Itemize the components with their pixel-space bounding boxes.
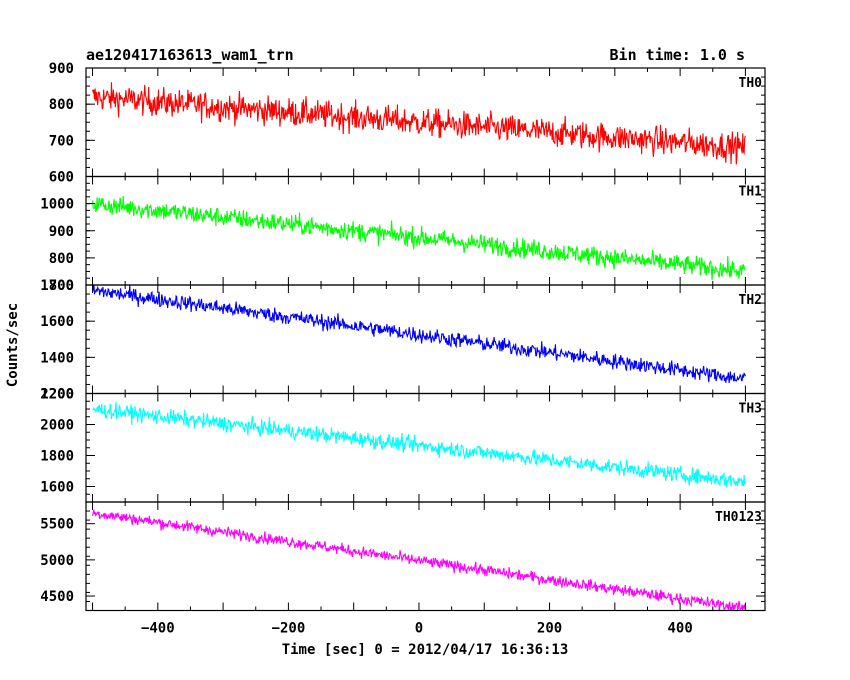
y-tick-label: 1400	[40, 350, 74, 366]
y-tick-label: 700	[49, 278, 74, 294]
y-tick-label: 600	[49, 170, 74, 186]
x-tick-label: −400	[141, 621, 175, 637]
x-tick-label: −200	[272, 621, 306, 637]
panel-th0123: 4500 5000 5500 TH0123	[40, 501, 766, 612]
x-axis-label: Time [sec] 0 = 2012/04/17 16:36:13	[282, 642, 569, 658]
panel-label-th0123: TH0123	[715, 510, 762, 525]
y-tick-label: 1200	[40, 387, 74, 403]
panel-th3: 1600 1800 2000 2200 TH3	[40, 387, 766, 503]
panel-label-th0: TH0	[739, 76, 763, 91]
y-tick-label: 900	[49, 61, 74, 77]
x-tick-label: 400	[667, 621, 692, 637]
panel-label-th3: TH3	[739, 402, 762, 417]
series-line-th0123	[91, 509, 746, 611]
panel-frame	[85, 175, 766, 286]
y-tick-label: 5000	[40, 553, 74, 569]
y-tick-label: 800	[49, 251, 74, 267]
y-axis-label: Counts/sec	[5, 303, 21, 387]
y-tick-label: 2000	[40, 418, 74, 434]
y-tick-label: 5500	[40, 517, 74, 533]
y-tick-label: 700	[49, 133, 74, 149]
series-line-th1	[91, 195, 746, 281]
y-tick-label: 800	[49, 97, 74, 113]
bin-time-label: Bin time: 1.0 s	[610, 46, 745, 64]
chart-title: ae120417163613_wam1_trn	[86, 46, 294, 64]
y-tick-label: 4500	[40, 589, 74, 605]
panel-th1: 700 800 900 1000 TH1	[40, 175, 766, 294]
y-tick-label: 1600	[40, 480, 74, 496]
panel-th0: 600 700 800 900 TH0	[49, 61, 766, 186]
y-tick-label: 2200	[40, 387, 74, 403]
series-line-th3	[92, 401, 746, 488]
y-tick-label: 1000	[40, 197, 74, 213]
y-tick-label: 900	[49, 224, 74, 240]
series-line-th2	[92, 285, 746, 384]
y-tick-label: 1800	[40, 449, 74, 465]
series-line-th0	[92, 82, 746, 165]
x-tick-label: 0	[415, 621, 423, 637]
panel-stack: 600700800900TH07008009001000TH1120014001…	[40, 61, 766, 612]
panel-label-th2: TH2	[739, 293, 762, 308]
panel-label-th1: TH1	[739, 185, 763, 200]
y-tick-label: 1800	[40, 278, 74, 294]
y-tick-label: 1600	[40, 314, 74, 330]
x-axis: −400 −200 0 200 400	[141, 621, 693, 637]
x-tick-label: 200	[537, 621, 562, 637]
panel-th2: 1200 1400 1600 1800 TH2	[40, 278, 766, 403]
